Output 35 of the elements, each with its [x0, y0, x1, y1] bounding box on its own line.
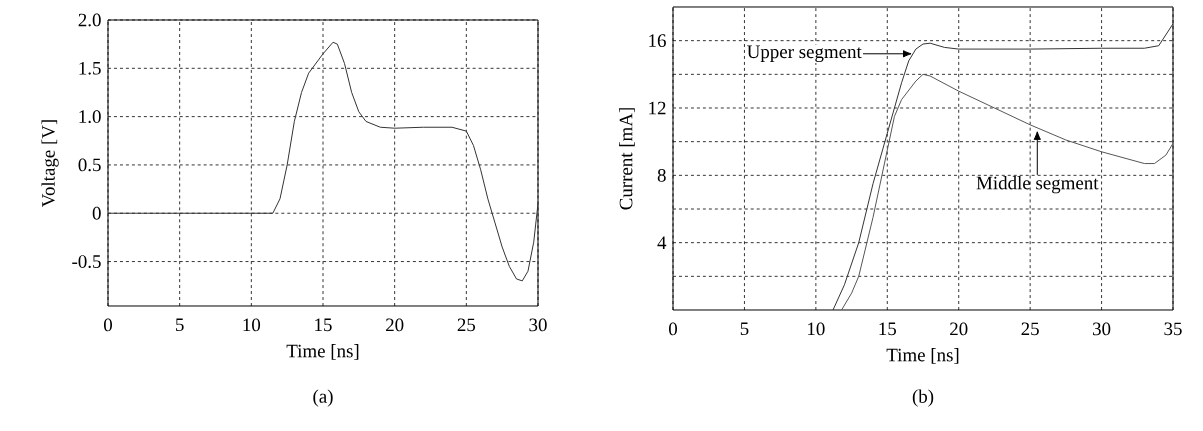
y-tick-label: 1.0 — [79, 110, 101, 124]
x-tick-label: 15 — [315, 318, 332, 332]
y-tick-label: 0 — [92, 206, 101, 220]
x-tick-label: 35 — [1164, 322, 1182, 336]
y-axis-title: Voltage [V] — [41, 120, 59, 208]
text: (a) — [313, 389, 333, 407]
text: (b) — [912, 389, 934, 407]
x-tick-label: 10 — [243, 318, 261, 332]
line-series — [107, 41, 539, 282]
line-series — [841, 73, 1174, 311]
x-tick-label: 30 — [529, 318, 547, 332]
y-tick-label: 8 — [657, 168, 666, 182]
y-tick-label: 1.5 — [79, 61, 101, 75]
y-axis-title: Current [mA] — [619, 108, 635, 210]
x-tick-label: 25 — [457, 318, 476, 332]
x-axis-title: Time [ns] — [886, 348, 959, 364]
x-tick-label: 25 — [1021, 322, 1039, 336]
x-tick-label: 10 — [808, 322, 825, 336]
annotation: Upper segment — [747, 45, 862, 63]
x-tick-label: 0 — [668, 322, 678, 336]
x-tick-label: 5 — [740, 322, 749, 336]
y-tick-label: 16 — [649, 34, 666, 48]
x-tick-label: 15 — [879, 322, 897, 336]
x-tick-label: 30 — [1093, 322, 1111, 336]
y-tick-label: -0.5 — [72, 255, 101, 268]
x-tick-label: 20 — [950, 322, 968, 336]
x-tick-label: 20 — [386, 318, 404, 332]
y-tick-label: 0.5 — [78, 158, 101, 172]
y-tick-label: 2.0 — [78, 13, 101, 27]
x-tick-label: 0 — [103, 318, 112, 332]
x-axis-title: Time [ns] — [286, 344, 359, 360]
x-tick-label: 5 — [176, 318, 184, 332]
annotation: Middle segment — [976, 176, 1099, 194]
y-tick-label: 4 — [657, 236, 667, 249]
y-tick-label: 12 — [649, 101, 666, 115]
